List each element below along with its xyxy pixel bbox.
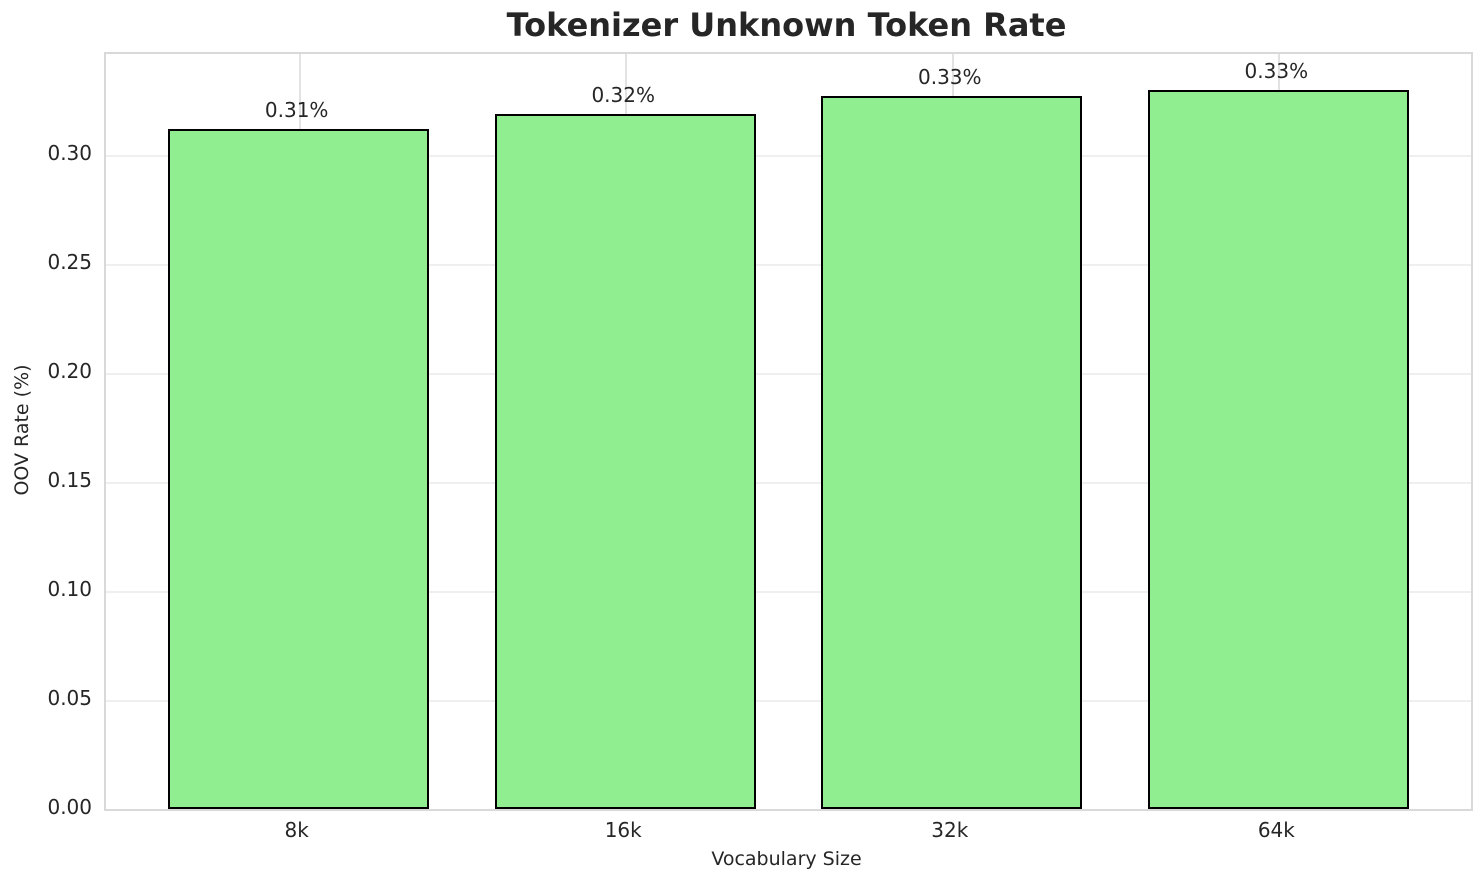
y-tick-label: 0.10 — [47, 577, 92, 602]
gridline-horizontal — [106, 482, 1471, 485]
x-tick-label: 32k — [931, 818, 969, 842]
bar-value-label: 0.33% — [1244, 58, 1309, 83]
bar — [1147, 89, 1409, 809]
y-axis-label: OOV Rate (%) — [11, 364, 33, 496]
bar-value-label: 0.32% — [591, 82, 655, 107]
x-tick-label: 16k — [604, 818, 642, 842]
gridline-horizontal — [106, 591, 1471, 594]
y-tick-label: 0.00 — [47, 795, 92, 819]
x-axis-label: Vocabulary Size — [711, 848, 862, 870]
gridline-horizontal — [106, 264, 1471, 267]
bar-value-label: 0.31% — [264, 98, 329, 123]
bar — [168, 129, 430, 809]
bar — [821, 96, 1083, 809]
x-tick-label: 64k — [1257, 818, 1295, 842]
y-tick-label: 0.20 — [47, 359, 92, 384]
y-tick-label: 0.30 — [47, 141, 92, 166]
gridline-horizontal — [106, 155, 1471, 158]
y-tick-label: 0.25 — [47, 250, 92, 275]
y-tick-label: 0.05 — [47, 686, 92, 711]
chart-title: Tokenizer Unknown Token Rate — [506, 6, 1067, 44]
plot-area — [104, 52, 1473, 811]
gridline-horizontal — [106, 700, 1471, 703]
bar-value-label: 0.33% — [917, 65, 982, 90]
y-tick-label: 0.15 — [47, 468, 92, 493]
gridline-horizontal — [106, 373, 1471, 376]
x-tick-label: 8k — [284, 818, 309, 842]
bar — [494, 113, 756, 809]
